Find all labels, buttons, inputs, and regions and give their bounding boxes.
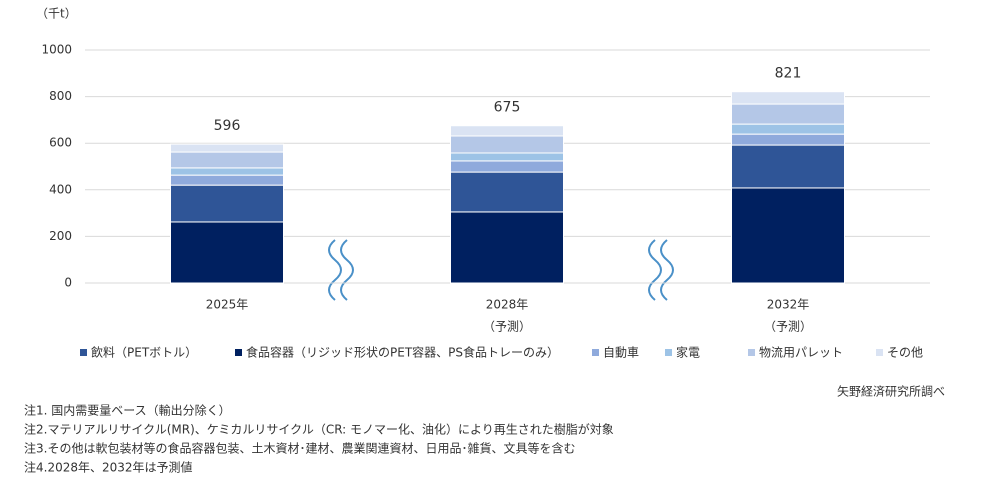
axis-break xyxy=(328,239,354,301)
y-tick-label: 800 xyxy=(49,89,72,103)
x-tick-note: （予測） xyxy=(483,320,531,334)
y-tick-label: 1000 xyxy=(41,43,72,57)
bar-segment xyxy=(170,184,284,223)
note: 注4.2028年、2032年は予測値 xyxy=(24,460,193,475)
legend-swatch xyxy=(592,349,599,356)
bar-segment xyxy=(731,133,845,146)
legend-swatch xyxy=(748,349,755,356)
y-tick-label: 400 xyxy=(49,182,72,196)
bar-segment xyxy=(731,123,845,135)
bar-segment xyxy=(450,160,564,173)
bar-segment xyxy=(450,135,564,154)
bar-segment xyxy=(731,91,845,105)
x-tick-note: （予測） xyxy=(764,320,812,334)
note: 注1. 国内需要量ベース（輸出分除く） xyxy=(24,403,231,418)
x-tick-label: 2028年 xyxy=(486,298,529,312)
bar-segment xyxy=(731,144,845,189)
legend-swatch xyxy=(235,349,242,356)
bar-segment xyxy=(170,167,284,176)
note: 注3.その他は軟包装材等の食品容器包装、土木資材･建材、農業関連資材、日用品･雑… xyxy=(24,441,575,456)
bar-segment xyxy=(731,187,845,284)
total-label: 596 xyxy=(214,118,241,134)
axis-break xyxy=(648,239,674,301)
x-tick-label: 2025年 xyxy=(206,298,249,312)
legend-label: 食品容器（リジッド形状のPET容器、PS食品トレーのみ） xyxy=(246,345,559,360)
y-tick-label: 200 xyxy=(49,229,72,243)
bar-segment xyxy=(170,221,284,284)
legend-swatch xyxy=(665,349,672,356)
bar-segment xyxy=(450,171,564,213)
bar-segment xyxy=(450,125,564,137)
legend-label: 物流用パレット xyxy=(759,346,843,360)
total-label: 821 xyxy=(775,66,802,82)
legend-swatch xyxy=(876,349,883,356)
bar-segment xyxy=(450,152,564,162)
bar-segment xyxy=(731,103,845,125)
y-tick-label: 600 xyxy=(49,136,72,150)
legend-label: 自動車 xyxy=(603,346,639,360)
unit-label: （千t） xyxy=(36,7,77,21)
bar-segment xyxy=(450,211,564,284)
legend-label: その他 xyxy=(887,346,923,360)
source: 矢野経済研究所調べ xyxy=(837,384,945,399)
legend-label: 飲料（PETボトル） xyxy=(91,345,197,360)
bar-segment xyxy=(170,143,284,153)
total-label: 675 xyxy=(494,100,521,116)
y-tick-label: 0 xyxy=(64,276,72,290)
bar-segment xyxy=(170,174,284,186)
bar-segment xyxy=(170,151,284,169)
legend-swatch xyxy=(80,349,87,356)
x-tick-label: 2032年 xyxy=(767,298,810,312)
note: 注2.マテリアルリサイクル(MR)、ケミカルリサイクル（CR: モノマー化、油化… xyxy=(24,422,614,437)
legend-label: 家電 xyxy=(676,345,700,360)
